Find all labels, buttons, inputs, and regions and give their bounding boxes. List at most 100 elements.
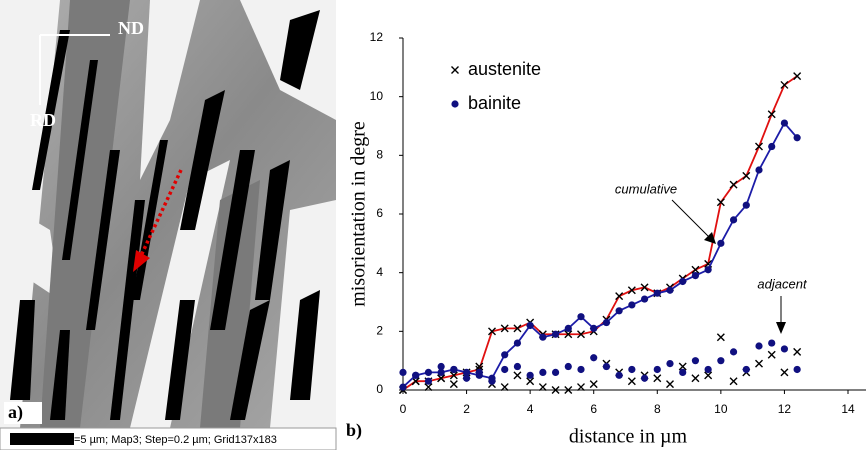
y-tick-label: 12 [370,30,384,44]
annotation: adjacent [757,276,808,291]
x-marker [755,359,763,368]
dot-marker [780,345,789,353]
x-marker [551,386,560,394]
x-marker [577,383,585,392]
dot-marker [501,365,509,374]
x-marker [780,80,789,89]
dot-marker [615,307,623,315]
x-axis-label: distance in µm [569,426,688,448]
dot-marker [615,371,623,379]
dot-marker [551,330,560,338]
dot-marker [691,272,700,280]
x-marker [793,72,802,81]
x-tick-label: 4 [527,402,534,416]
scale-bar [10,433,74,445]
legend-label: austenite [468,59,541,79]
dot-marker [679,277,687,286]
dot-marker [666,286,674,294]
dot-marker [704,365,712,374]
y-tick-label: 2 [376,324,383,338]
direction-arrow-head [133,250,150,272]
x-marker [500,383,509,392]
x-marker [793,347,802,356]
dot-marker [399,383,407,391]
legend-marker [451,100,459,108]
panel-label: a) [8,402,23,423]
x-tick-label: 6 [590,402,597,416]
dot-marker [564,324,572,332]
dot-marker [729,348,738,356]
dot-marker [526,371,534,379]
dot-marker [653,289,661,297]
y-tick-label: 4 [376,265,383,279]
dot-marker [653,365,661,374]
x-marker [615,292,624,301]
y-tick-label: 10 [370,89,384,103]
dot-marker [768,339,776,347]
x-tick-label: 2 [463,402,470,416]
x-marker [755,142,763,151]
scale-bar-label: =5 µm; Map3; Step=0.2 µm; Grid137x183 [74,434,277,446]
x-marker [640,283,649,292]
dot-marker [564,362,572,371]
dot-marker [539,368,547,376]
x-tick-label: 14 [841,402,855,416]
x-marker [704,371,713,380]
annotation: cumulative [615,181,677,196]
dot-marker [577,313,585,321]
x-marker [653,374,662,383]
dot-marker [501,351,509,359]
y-tick-label: 6 [376,206,383,220]
x-marker [627,377,636,386]
dot-marker [551,368,560,376]
annotation-arrowhead [704,232,716,244]
dot-marker [755,166,763,174]
x-marker [729,377,738,386]
dot-marker [793,365,801,374]
dot-marker [399,368,407,376]
dot-marker [526,321,534,330]
dot-marker [424,368,433,376]
dot-marker [704,266,712,274]
x-marker [767,350,776,359]
x-marker [691,265,700,274]
dot-marker [539,333,547,341]
x-marker [666,380,674,389]
dot-marker [628,301,636,309]
legend-marker [451,66,459,74]
x-marker [627,286,636,295]
x-marker [716,333,725,342]
x-marker [577,330,585,339]
nd-label: ND [118,18,144,38]
dot-marker [768,142,776,151]
annotation-arrow [671,199,713,241]
dot-marker [590,354,598,362]
panel-label: b) [346,420,362,441]
x-marker [513,371,522,380]
dot-marker [475,368,483,376]
annotation-arrowhead [776,322,786,334]
dot-marker [742,365,750,374]
dot-marker [462,368,471,376]
dot-marker [513,362,522,371]
x-marker [564,330,573,339]
dot-marker [691,357,700,365]
dot-marker [412,371,420,379]
x-marker [589,380,598,389]
scale-bar-box [0,427,337,450]
dot-marker [679,368,687,376]
dot-marker [780,119,789,127]
panel-label-bg [4,402,42,424]
x-marker [411,377,420,386]
dot-marker [717,357,725,365]
dot-marker [488,377,496,385]
dot-marker [450,365,458,374]
dot-marker [590,324,598,332]
dot-marker [640,295,649,303]
y-tick-label: 8 [376,148,383,162]
dot-marker [602,318,611,327]
x-tick-label: 8 [654,402,661,416]
dot-marker [755,342,763,350]
x-marker [424,383,433,392]
